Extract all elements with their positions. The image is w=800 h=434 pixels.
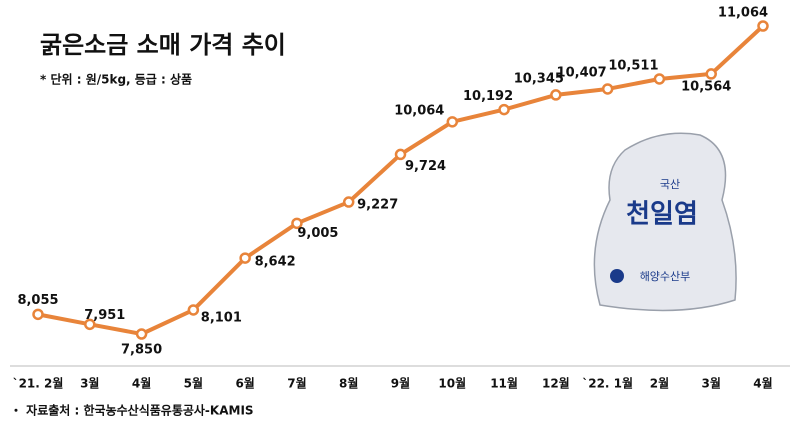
bag-shape — [593, 132, 737, 312]
value-label: 8,642 — [255, 255, 296, 270]
value-label: 10,064 — [394, 103, 444, 118]
point — [187, 304, 200, 316]
x-tick-label: 9월 — [391, 376, 410, 391]
value-label: 10,511 — [608, 58, 658, 73]
x-tick-label: 7월 — [287, 376, 306, 391]
bag-label: 국산 — [660, 178, 680, 191]
value-label: 10,564 — [681, 79, 731, 94]
point — [705, 68, 717, 80]
point — [550, 89, 562, 101]
x-tick-label: 12월 — [542, 376, 570, 391]
x-tick-label: 8월 — [339, 376, 358, 391]
point — [291, 217, 303, 230]
point — [446, 116, 459, 128]
bag-logo — [610, 269, 624, 283]
point — [32, 308, 44, 321]
value-label: 11,064 — [718, 6, 768, 21]
x-tick-label: `21. 2월 — [13, 376, 64, 391]
point — [757, 20, 769, 32]
chart-title: 굵은소금 소매 가격 추이 — [40, 31, 286, 59]
x-tick-label: 10월 — [438, 376, 466, 391]
value-label: 9,005 — [297, 226, 338, 241]
source: ・ 자료출처 : 한국농수산식품유통공사-KAMIS — [10, 403, 254, 418]
chart-subtitle: * 단위 : 원/5kg, 등급 : 상품 — [40, 72, 192, 87]
x-tick-label: 3월 — [702, 376, 721, 391]
value-label: 8,055 — [17, 293, 58, 308]
point — [601, 83, 614, 95]
value-label: 9,227 — [357, 198, 398, 213]
point — [394, 148, 407, 161]
value-label: 10,407 — [557, 65, 607, 80]
point — [84, 318, 96, 331]
x-tick-label: `22. 1월 — [582, 376, 633, 391]
value-label: 10,192 — [463, 89, 513, 104]
point — [342, 196, 355, 208]
value-label: 8,101 — [201, 310, 242, 325]
x-tick-label: 3월 — [80, 376, 99, 391]
value-label: 7,850 — [121, 343, 162, 358]
x-tick-label: 4월 — [753, 376, 772, 391]
value-label: 7,951 — [84, 308, 125, 323]
point — [135, 328, 148, 340]
point — [498, 103, 510, 116]
x-tick-label: 11월 — [490, 376, 518, 391]
x-tick-label: 5월 — [184, 376, 203, 391]
value-label: 9,724 — [405, 159, 446, 174]
x-tick-label: 6월 — [235, 376, 254, 391]
x-tick-label: 4월 — [132, 376, 151, 391]
value-label: 10,345 — [514, 71, 564, 86]
point — [239, 252, 251, 264]
bag-label: 천일염 — [626, 200, 698, 230]
salt-bag: 국산 천일염 해양수산부 — [593, 132, 737, 312]
x-tick-label: 2월 — [650, 376, 669, 391]
bag-label: 해양수산부 — [640, 269, 691, 283]
point — [653, 73, 666, 85]
